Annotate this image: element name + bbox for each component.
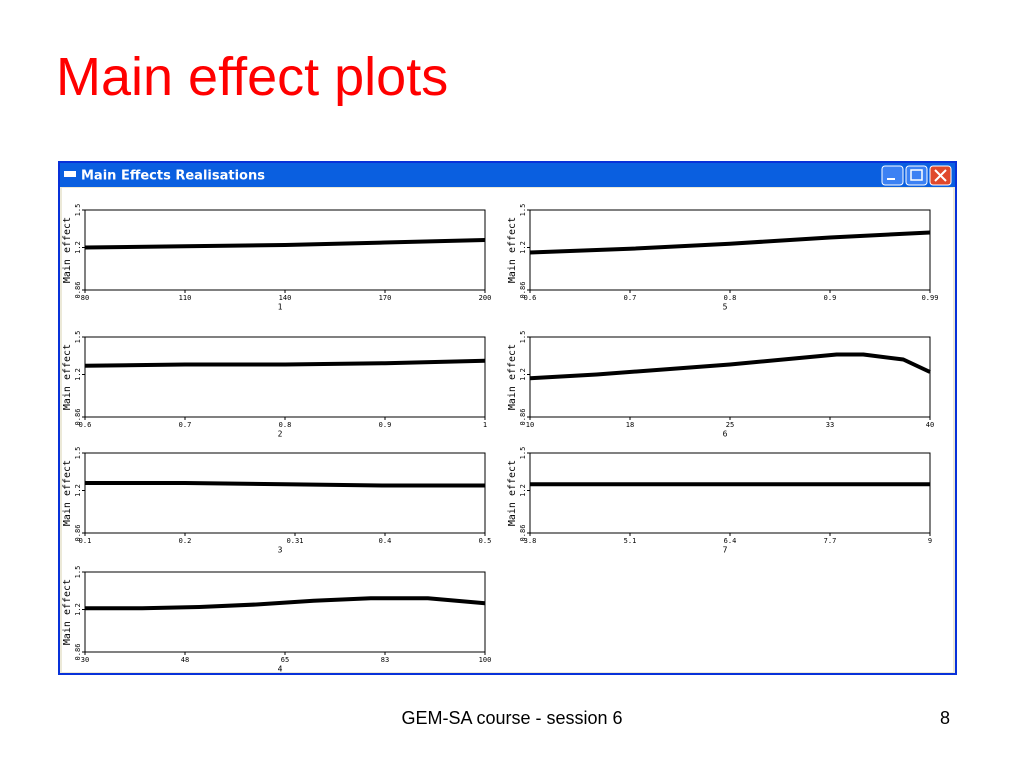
x-tick-label: 10 [526, 421, 534, 429]
x-tick-label: 6.4 [724, 537, 737, 545]
x-tick-label: 80 [81, 294, 89, 302]
x-tick-label: 0.8 [279, 421, 292, 429]
minimize-button[interactable] [881, 165, 904, 186]
y-axis-label: Main effect [507, 344, 518, 410]
title-bar [60, 163, 955, 187]
y-axis-label: Main effect [62, 579, 73, 645]
x-axis-label: 6 [723, 430, 728, 439]
x-tick-label: 0.31 [287, 537, 304, 545]
y-tick-label: 1.5 [519, 331, 527, 344]
y-tick-label: 1.5 [519, 447, 527, 460]
plot-area [529, 336, 931, 418]
x-tick-label: 40 [926, 421, 934, 429]
y-tick-label: 1.5 [74, 566, 82, 579]
page-number: 8 [940, 708, 951, 728]
x-tick-label: 48 [181, 656, 189, 664]
footer: GEM-SA course - session 6 [401, 708, 623, 728]
x-tick-label: 110 [179, 294, 192, 302]
y-tick-label: 1.5 [74, 447, 82, 460]
plot-area [84, 336, 486, 418]
y-tick-label: 0.86 [74, 525, 82, 542]
y-axis-label: Main effect [62, 460, 73, 526]
x-tick-label: 1 [483, 421, 487, 429]
x-tick-label: 5.1 [624, 537, 637, 545]
window: Main Effects Realisations 80 110 140 170 200… [58, 161, 957, 675]
y-tick-label: 0.86 [519, 525, 527, 542]
minimize-icon [887, 178, 895, 180]
x-tick-label: 65 [281, 656, 289, 664]
y-tick-label: 0.86 [74, 409, 82, 426]
x-tick-label: 0.99 [922, 294, 939, 302]
y-axis-label: Main effect [507, 217, 518, 283]
x-tick-label: 100 [479, 656, 492, 664]
y-tick-label: 1.5 [74, 331, 82, 344]
effect-line [84, 238, 486, 250]
y-tick-label: 1.2 [74, 241, 82, 254]
y-tick-label: 1.2 [519, 368, 527, 381]
x-tick-label: 0.6 [524, 294, 537, 302]
effect-line [84, 358, 486, 368]
effect-line [529, 352, 931, 381]
x-tick-label: 0.4 [379, 537, 392, 545]
x-tick-label: 0.7 [624, 294, 637, 302]
plot-area [84, 209, 486, 291]
y-tick-label: 0.86 [74, 644, 82, 661]
x-tick-label: 200 [479, 294, 492, 302]
y-tick-label: 1.5 [519, 204, 527, 217]
x-tick-label: 3.8 [524, 537, 537, 545]
y-tick-label: 0.86 [519, 282, 527, 299]
y-tick-label: 1.2 [74, 603, 82, 616]
close-icon [934, 169, 947, 182]
x-tick-label: 0.9 [824, 294, 837, 302]
x-axis-label: 7 [723, 546, 728, 555]
x-tick-label: 0.8 [724, 294, 737, 302]
plot-area [529, 452, 931, 534]
effect-line [85, 596, 486, 611]
x-axis-label: 2 [278, 430, 283, 439]
maximize-button[interactable] [905, 165, 928, 186]
plot-area [84, 571, 486, 653]
window-title: Main Effects Realisations [81, 169, 265, 184]
y-tick-label: 0.86 [519, 409, 527, 426]
x-tick-label: 25 [726, 421, 734, 429]
x-tick-label: 0.6 [79, 421, 92, 429]
x-tick-label: 170 [379, 294, 392, 302]
y-tick-label: 1.2 [74, 484, 82, 497]
x-tick-label: 30 [81, 656, 89, 664]
x-tick-label: 0.5 [479, 537, 492, 545]
x-tick-label: 18 [626, 421, 634, 429]
x-tick-label: 7.7 [824, 537, 837, 545]
y-tick-label: 1.2 [519, 241, 527, 254]
x-tick-label: 0.2 [179, 537, 192, 545]
x-tick-label: 140 [279, 294, 292, 302]
y-axis-label: Main effect [62, 217, 73, 283]
window-icon [64, 171, 76, 177]
x-axis-label: 1 [278, 303, 283, 312]
x-axis-label: 3 [278, 546, 283, 555]
x-axis-label: 4 [278, 665, 283, 674]
x-axis-label: 5 [723, 303, 728, 312]
y-axis-label: Main effect [507, 460, 518, 526]
x-tick-label: 0.7 [179, 421, 192, 429]
slide-title: Main effect plots [56, 47, 449, 107]
effect-line [85, 481, 485, 488]
x-tick-label: 9 [928, 537, 932, 545]
x-tick-label: 83 [381, 656, 389, 664]
y-axis-label: Main effect [62, 344, 73, 410]
y-tick-label: 1.2 [74, 368, 82, 381]
y-tick-label: 1.2 [519, 484, 527, 497]
x-tick-label: 0.1 [79, 537, 92, 545]
maximize-icon [910, 169, 923, 181]
x-tick-label: 0.9 [379, 421, 392, 429]
plot-area [84, 452, 486, 534]
effect-line [529, 230, 931, 255]
y-tick-label: 1.5 [74, 204, 82, 217]
x-tick-label: 33 [826, 421, 834, 429]
y-tick-label: 0.86 [74, 282, 82, 299]
